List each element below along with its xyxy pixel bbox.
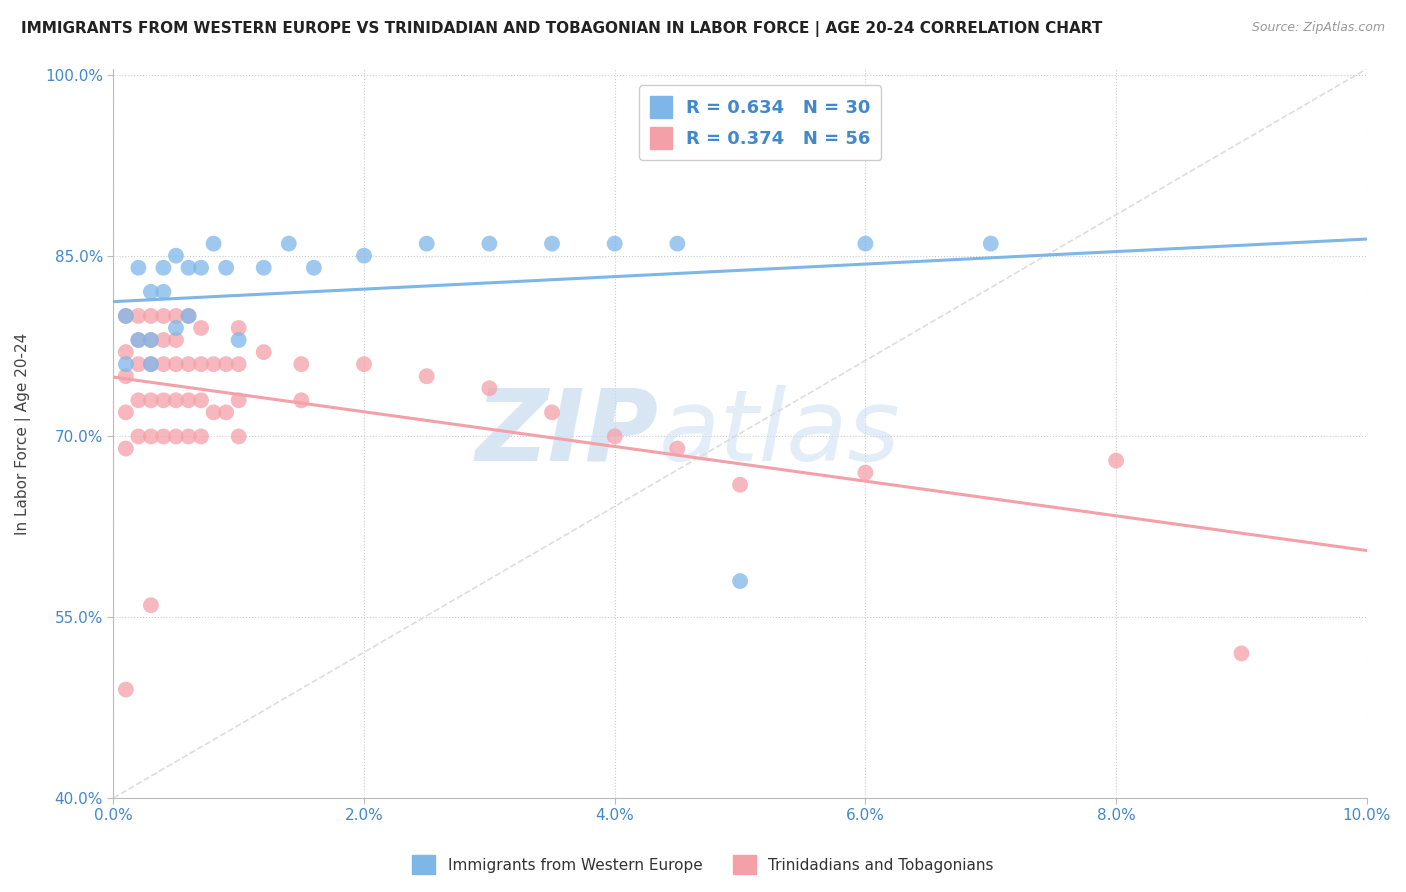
Point [855,466,877,480]
Point [139,357,162,371]
Point [202,357,225,371]
Point [603,429,626,443]
Point [152,393,174,408]
Point [290,357,312,371]
Point [228,357,250,371]
Point [165,357,187,371]
Point [127,393,149,408]
Point [415,369,437,384]
Point [152,333,174,347]
Text: atlas: atlas [658,385,900,482]
Point [139,357,162,371]
Point [202,236,225,251]
Point [152,309,174,323]
Point [115,682,138,697]
Text: Source: ZipAtlas.com: Source: ZipAtlas.com [1251,21,1385,34]
Point [228,321,250,335]
Point [177,260,200,275]
Point [165,333,187,347]
Point [139,393,162,408]
Point [115,405,138,419]
Point [177,393,200,408]
Point [115,309,138,323]
Point [115,357,138,371]
Point [152,285,174,299]
Point [152,429,174,443]
Point [165,321,187,335]
Point [253,345,276,359]
Point [1230,647,1253,661]
Point [215,357,238,371]
Point [177,429,200,443]
Point [190,393,212,408]
Point [228,393,250,408]
Point [115,442,138,456]
Point [127,260,149,275]
Text: ZIP: ZIP [475,385,658,482]
Point [139,333,162,347]
Point [127,309,149,323]
Point [253,260,276,275]
Point [728,477,751,491]
Point [277,236,299,251]
Point [666,236,689,251]
Point [115,309,138,323]
Point [855,236,877,251]
Point [415,236,437,251]
Point [165,429,187,443]
Point [290,393,312,408]
Point [980,236,1002,251]
Point [666,442,689,456]
Point [115,345,138,359]
Point [1105,453,1128,467]
Point [302,260,325,275]
Point [139,285,162,299]
Point [165,249,187,263]
Point [177,357,200,371]
Point [215,405,238,419]
Point [190,429,212,443]
Point [115,369,138,384]
Legend: R = 0.634   N = 30, R = 0.374   N = 56: R = 0.634 N = 30, R = 0.374 N = 56 [640,85,882,160]
Point [139,429,162,443]
Point [127,333,149,347]
Point [353,249,375,263]
Point [478,381,501,395]
Point [202,405,225,419]
Point [139,309,162,323]
Point [152,357,174,371]
Point [478,236,501,251]
Point [139,598,162,612]
Point [228,429,250,443]
Point [139,333,162,347]
Point [228,333,250,347]
Text: IMMIGRANTS FROM WESTERN EUROPE VS TRINIDADIAN AND TOBAGONIAN IN LABOR FORCE | AG: IMMIGRANTS FROM WESTERN EUROPE VS TRINID… [21,21,1102,37]
Y-axis label: In Labor Force | Age 20-24: In Labor Force | Age 20-24 [15,333,31,534]
Point [127,333,149,347]
Point [190,260,212,275]
Point [127,357,149,371]
Point [353,357,375,371]
Point [541,236,564,251]
Point [152,260,174,275]
Legend: Immigrants from Western Europe, Trinidadians and Tobagonians: Immigrants from Western Europe, Trinidad… [406,849,1000,880]
Point [541,405,564,419]
Point [603,236,626,251]
Point [165,309,187,323]
Point [215,260,238,275]
Point [127,429,149,443]
Point [165,393,187,408]
Point [190,357,212,371]
Point [177,309,200,323]
Point [190,321,212,335]
Point [177,309,200,323]
Point [728,574,751,588]
